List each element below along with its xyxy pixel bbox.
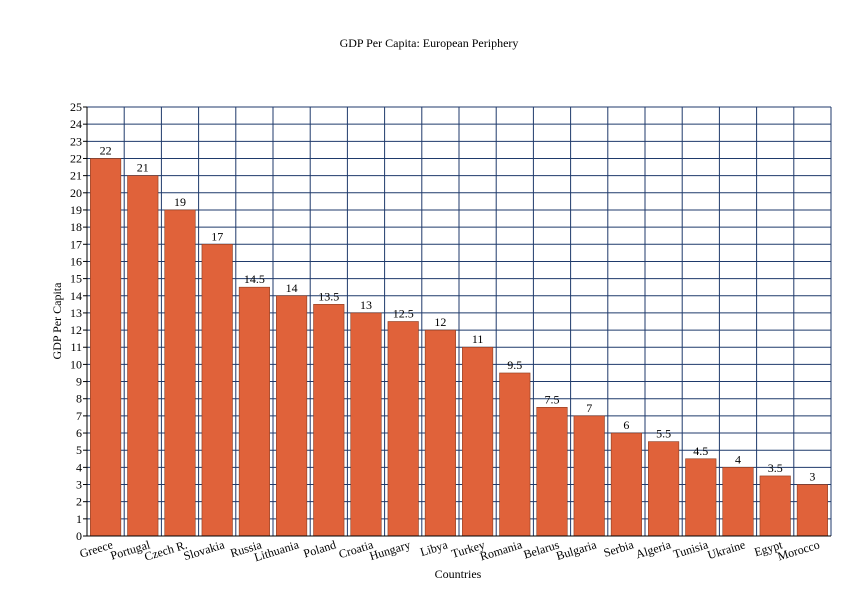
data-label: 7.5 [545, 392, 560, 406]
bar [610, 432, 642, 537]
bar [276, 295, 308, 537]
y-tick-label: 20 [70, 186, 82, 200]
data-label: 21 [137, 161, 149, 175]
data-label: 5.5 [656, 427, 671, 441]
data-label: 6 [623, 418, 629, 432]
y-tick-label: 12 [70, 323, 82, 337]
data-label: 9.5 [507, 358, 522, 372]
data-label: 13 [360, 298, 372, 312]
bar [462, 346, 494, 537]
bars [90, 158, 828, 537]
y-axis-label: GDP Per Capita [50, 282, 64, 360]
y-tick-label: 0 [76, 529, 82, 543]
y-tick-label: 19 [70, 203, 82, 217]
data-label: 7 [586, 401, 592, 415]
data-label: 12 [434, 315, 446, 329]
y-tick-label: 24 [70, 117, 82, 131]
y-tick-label: 15 [70, 272, 82, 286]
bar [164, 209, 196, 537]
y-tick-label: 4 [76, 460, 82, 474]
x-tick-label: Romania [478, 537, 524, 563]
y-tick-label: 10 [70, 357, 82, 371]
bar [648, 441, 680, 537]
grid [86, 106, 832, 537]
bar [796, 484, 828, 537]
y-tick-label: 16 [70, 254, 82, 268]
x-tick-label: Slovakia [182, 537, 227, 563]
data-labels: 22 21 19 17 14.5 14 13.5 13 12.5 12 11 9.5 7.5 7 6 5.5 4… [100, 143, 816, 483]
bar [759, 475, 791, 537]
y-tick-label: 7 [76, 409, 82, 423]
y-tick-label: 13 [70, 306, 82, 320]
data-label: 19 [174, 195, 186, 209]
y-tick-label: 21 [70, 169, 82, 183]
x-tick-label: Bulgaria [554, 537, 598, 563]
y-tick-label: 22 [70, 151, 82, 165]
y-tick-label: 1 [76, 512, 82, 526]
bar [685, 458, 717, 537]
data-label: 13.5 [318, 289, 339, 303]
bar [499, 372, 531, 537]
y-tick-label: 8 [76, 392, 82, 406]
data-label: 12.5 [393, 307, 414, 321]
y-tick-label: 2 [76, 495, 82, 509]
data-label: 4 [735, 452, 741, 466]
y-tick-label: 18 [70, 220, 82, 234]
data-label: 14.5 [244, 272, 265, 286]
data-label: 14 [286, 281, 298, 295]
x-tick-label: Algeria [634, 537, 673, 561]
x-tick-label: Serbia [602, 537, 636, 560]
chart-title: GDP Per Capita: European Periphery [340, 36, 519, 50]
bar [90, 158, 122, 537]
bar [573, 415, 605, 537]
data-label: 22 [100, 143, 112, 157]
bar [722, 467, 754, 537]
data-label: 3 [809, 470, 815, 484]
bar [536, 406, 568, 537]
bar [424, 329, 456, 537]
y-tick-label: 6 [76, 426, 82, 440]
y-tick-label: 25 [70, 100, 82, 114]
bar [127, 175, 159, 537]
data-label: 4.5 [693, 444, 708, 458]
y-tick-label: 17 [70, 237, 82, 251]
x-tick-label: Ukraine [706, 537, 747, 562]
bar [313, 304, 345, 537]
x-tick-label: Poland [302, 537, 338, 560]
bar [350, 312, 382, 537]
data-label: 11 [472, 332, 484, 346]
x-tick-label: Morocco [776, 537, 822, 563]
y-tick-label: 23 [70, 134, 82, 148]
x-axis-label: Countries [435, 567, 482, 581]
x-tick-label: Libya [418, 537, 450, 559]
data-label: 17 [211, 229, 223, 243]
data-label: 3.5 [768, 461, 783, 475]
y-tick-label: 9 [76, 375, 82, 389]
bar [201, 243, 233, 537]
bar [387, 321, 419, 537]
y-tick-label: 3 [76, 478, 82, 492]
y-tick-label: 5 [76, 443, 82, 457]
y-tick-label: 14 [70, 289, 82, 303]
x-tick-label: Tunisia [672, 537, 711, 561]
x-tick-label: Hungary [368, 537, 412, 563]
bar [238, 286, 270, 537]
y-tick-label: 11 [70, 340, 82, 354]
